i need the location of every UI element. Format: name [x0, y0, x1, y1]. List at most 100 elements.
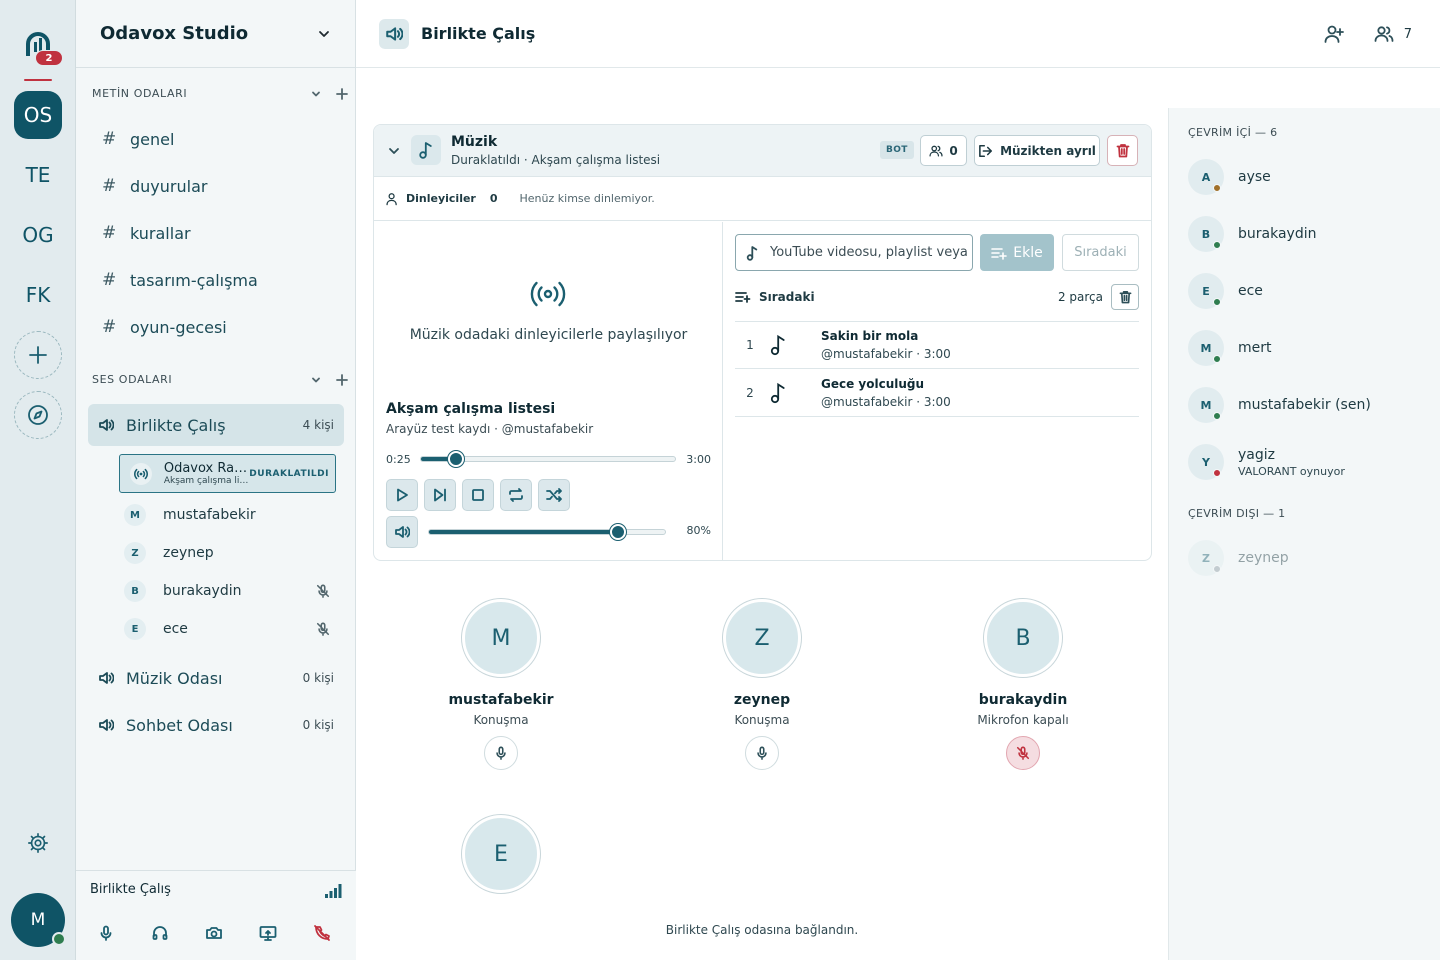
- listeners-button[interactable]: 0: [920, 135, 967, 166]
- volume-label: 80%: [686, 524, 711, 537]
- queue-item[interactable]: 2 Gece yolculuğu @mustafabekir · 3:00: [735, 369, 1139, 417]
- server-og[interactable]: OG: [22, 223, 54, 247]
- skip-button[interactable]: [424, 479, 456, 511]
- avatar: Y: [1188, 444, 1224, 480]
- member-row[interactable]: E ece: [1188, 271, 1428, 311]
- clear-queue-button[interactable]: [1111, 284, 1139, 310]
- settings-button[interactable]: [14, 819, 62, 867]
- add-label: Ekle: [1013, 244, 1043, 261]
- leave-music-button[interactable]: Müzikten ayrıl: [974, 135, 1100, 166]
- status-dot: [1213, 412, 1221, 420]
- play-next-button[interactable]: Sıradaki: [1062, 234, 1139, 271]
- voice-channel-label: Müzik Odası: [126, 668, 223, 688]
- screen-share-button[interactable]: [256, 921, 280, 945]
- music-panel-header: Müzik Duraklatıldı · Akşam çalışma liste…: [374, 125, 1151, 177]
- progress-row: 0:25 3:00: [386, 451, 711, 467]
- participant-tile[interactable]: Z zeynep Konuşma: [682, 599, 842, 779]
- channel-duyurular[interactable]: # duyurular: [88, 166, 344, 206]
- voice-member[interactable]: B burakaydin: [119, 573, 336, 609]
- member-row[interactable]: Z zeynep: [1188, 538, 1428, 578]
- queue-divider: [735, 321, 1139, 322]
- chevron-down-icon[interactable]: [387, 144, 401, 158]
- participant-status: Mikrofon kapalı: [977, 713, 1069, 727]
- volume-slider[interactable]: [428, 524, 666, 540]
- leave-music-label: Müzikten ayrıl: [1000, 143, 1096, 158]
- server-os[interactable]: OS: [14, 91, 62, 139]
- server-header[interactable]: Odavox Studio: [76, 0, 355, 68]
- channel-tasarim-calisma[interactable]: # tasarım-çalışma: [88, 260, 344, 300]
- mic-icon: [757, 746, 767, 760]
- repeat-icon: [509, 488, 523, 502]
- listeners-empty-text: Henüz kimse dinlemiyor.: [519, 192, 655, 205]
- participant-tile[interactable]: E: [421, 815, 581, 899]
- participant-tile[interactable]: M mustafabekir Konuşma: [421, 599, 581, 779]
- members-icon[interactable]: [1374, 24, 1394, 44]
- signal-icon: [325, 884, 342, 898]
- url-field[interactable]: [735, 234, 973, 271]
- voice-channel-sohbet-odasi[interactable]: Sohbet Odası 0 kişi: [88, 704, 344, 746]
- channel-oyun-gecesi[interactable]: # oyun-gecesi: [88, 307, 344, 347]
- user-avatar[interactable]: M: [11, 893, 66, 947]
- gear-icon: [28, 833, 48, 853]
- channel-genel[interactable]: # genel: [88, 119, 344, 159]
- voice-member[interactable]: E ece: [119, 611, 336, 647]
- disconnect-button[interactable]: [310, 921, 334, 945]
- logo-icon[interactable]: [24, 30, 52, 58]
- stop-button[interactable]: [462, 479, 494, 511]
- offline-header: ÇEVRİM DIŞI — 1: [1188, 507, 1286, 520]
- progress-slider[interactable]: [420, 451, 676, 467]
- chevron-down-icon[interactable]: [310, 88, 322, 100]
- queue-section: Ekle Sıradaki Sıradaki 2 parça 1 Sakin b…: [724, 222, 1151, 560]
- participant-mic-button[interactable]: [1006, 736, 1040, 770]
- participant-name: burakaydin: [978, 692, 1068, 708]
- connected-channel-name: Birlikte Çalış: [90, 882, 171, 897]
- participant-mic-button[interactable]: [745, 736, 779, 770]
- radio-bot-row[interactable]: Odavox Radio Akşam çalışma listesi DURAK…: [119, 454, 336, 493]
- voice-connection-bar: Birlikte Çalış: [76, 870, 356, 960]
- voice-member[interactable]: M mustafabekir: [119, 497, 336, 533]
- avatar: Z: [723, 599, 801, 677]
- add-user-icon[interactable]: [1324, 24, 1344, 44]
- mic-button[interactable]: [94, 921, 118, 945]
- member-row[interactable]: B burakaydin: [1188, 214, 1428, 254]
- voice-member[interactable]: Z zeynep: [119, 535, 336, 571]
- queue-item-number: 2: [746, 385, 754, 400]
- member-name: mert: [1238, 340, 1272, 356]
- add-server-button[interactable]: [14, 331, 62, 379]
- member-row[interactable]: A ayse: [1188, 157, 1428, 197]
- voice-channel-label: Birlikte Çalış: [126, 415, 226, 435]
- camera-icon: [206, 927, 222, 939]
- chevron-down-icon[interactable]: [310, 374, 322, 386]
- plus-icon[interactable]: [336, 373, 348, 386]
- plus-icon[interactable]: [336, 87, 348, 100]
- delete-music-button[interactable]: [1107, 135, 1138, 166]
- volume-button[interactable]: [386, 516, 418, 548]
- add-button[interactable]: Ekle: [980, 234, 1054, 271]
- voice-channel-muzik-odasi[interactable]: Müzik Odası 0 kişi: [88, 657, 344, 699]
- camera-button[interactable]: [202, 921, 226, 945]
- play-button[interactable]: [386, 479, 418, 511]
- progress-knob[interactable]: [448, 451, 465, 467]
- channel-kurallar[interactable]: # kurallar: [88, 213, 344, 253]
- mic-off-icon: [1016, 746, 1030, 760]
- member-row[interactable]: M mert: [1188, 328, 1428, 368]
- member-row[interactable]: M mustafabekir (sen): [1188, 385, 1428, 425]
- server-te[interactable]: TE: [25, 163, 51, 187]
- voice-channel-birlikte-calis[interactable]: Birlikte Çalış 4 kişi: [88, 404, 344, 446]
- hash-icon: #: [102, 317, 117, 337]
- server-fk[interactable]: FK: [25, 283, 51, 307]
- explore-button[interactable]: [14, 391, 62, 439]
- participant-mic-button[interactable]: [484, 736, 518, 770]
- repeat-button[interactable]: [500, 479, 532, 511]
- speaker-icon: [99, 672, 114, 684]
- url-input[interactable]: [770, 245, 970, 260]
- participant-tile[interactable]: B burakaydin Mikrofon kapalı: [943, 599, 1103, 779]
- main-area: Birlikte Çalış 7 Müzik Duraklatıldı · Ak…: [356, 0, 1440, 960]
- shuffle-button[interactable]: [538, 479, 570, 511]
- voice-channel-label: Sohbet Odası: [126, 715, 233, 735]
- skip-next-icon: [434, 488, 446, 502]
- queue-item[interactable]: 1 Sakin bir mola @mustafabekir · 3:00: [735, 321, 1139, 369]
- headphones-button[interactable]: [148, 921, 172, 945]
- volume-knob[interactable]: [609, 524, 626, 540]
- member-row[interactable]: Y yagiz VALORANT oynuyor: [1188, 442, 1428, 482]
